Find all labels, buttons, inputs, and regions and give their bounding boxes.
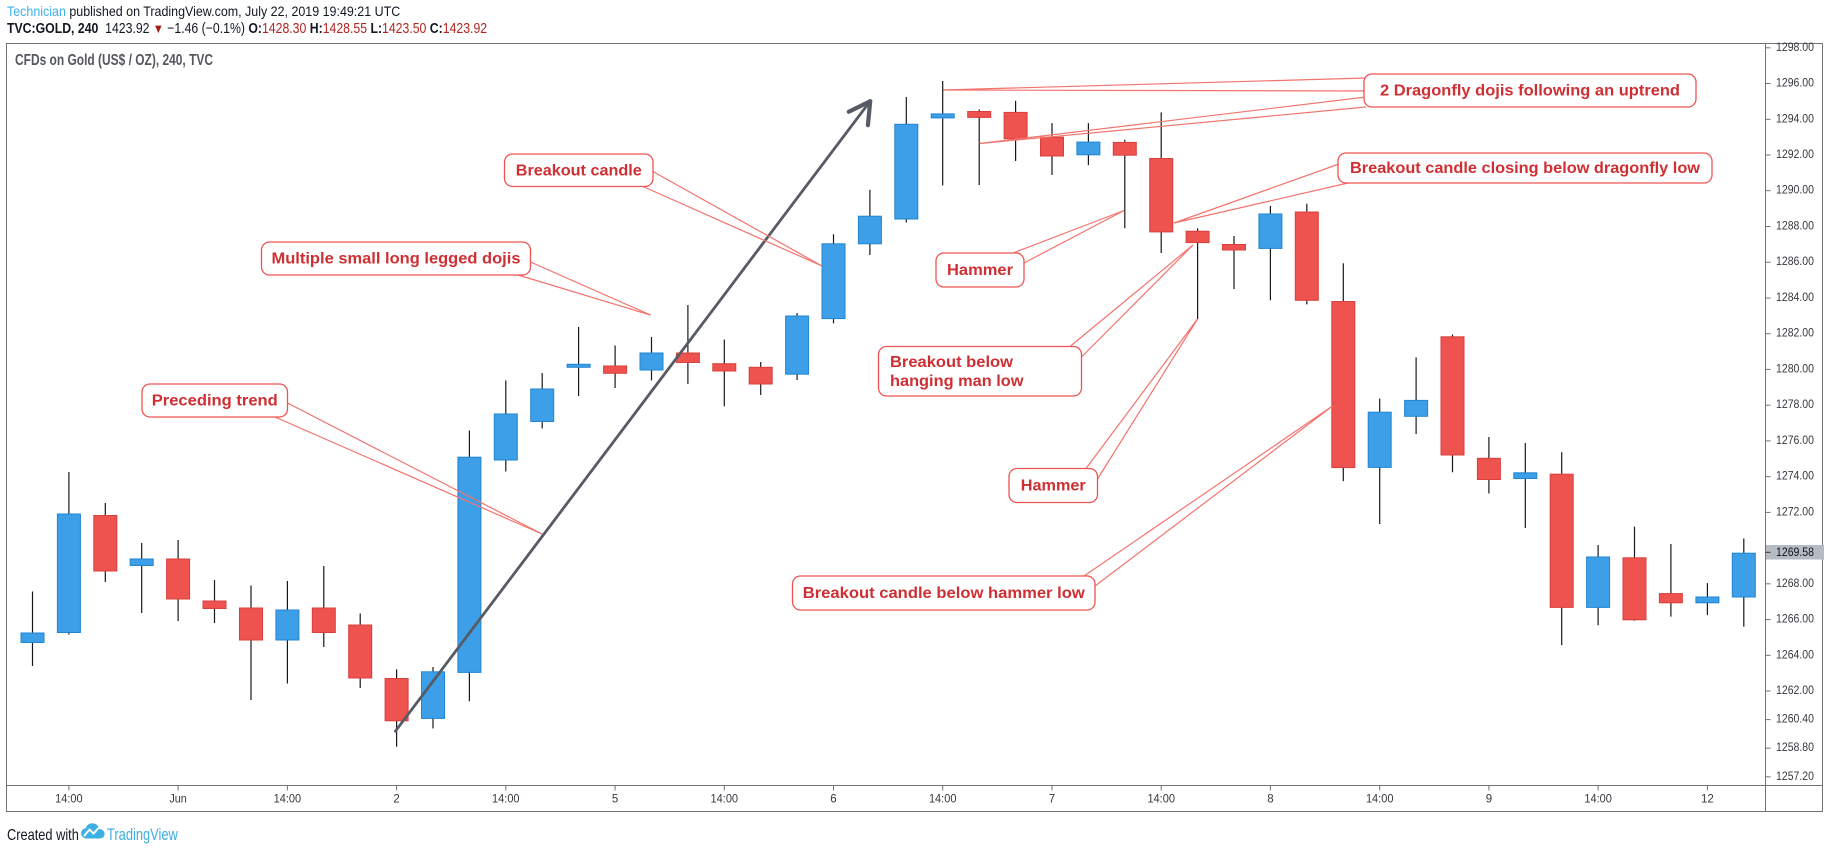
svg-text:Multiple small long legged doj: Multiple small long legged dojis	[272, 251, 521, 268]
svg-text:hanging man low: hanging man low	[890, 373, 1024, 390]
svg-text:1266.00: 1266.00	[1776, 614, 1814, 626]
svg-text:1298.00: 1298.00	[1776, 42, 1814, 54]
svg-text:Preceding trend: Preceding trend	[152, 393, 278, 410]
svg-text:7: 7	[1049, 794, 1055, 806]
svg-text:12: 12	[1701, 794, 1714, 806]
svg-text:14:00: 14:00	[492, 794, 520, 806]
svg-text:1292.00: 1292.00	[1776, 149, 1814, 161]
svg-text:1264.00: 1264.00	[1776, 649, 1814, 661]
svg-text:14:00: 14:00	[711, 794, 739, 806]
svg-text:Breakout below: Breakout below	[890, 354, 1014, 371]
svg-text:1262.00: 1262.00	[1776, 685, 1814, 697]
svg-text:14:00: 14:00	[1147, 794, 1175, 806]
svg-text:14:00: 14:00	[929, 794, 957, 806]
svg-text:Breakout candle closing below: Breakout candle closing below dragonfly …	[1350, 160, 1701, 177]
svg-text:1282.00: 1282.00	[1776, 328, 1814, 340]
svg-text:14:00: 14:00	[1366, 794, 1394, 806]
svg-text:14:00: 14:00	[274, 794, 302, 806]
svg-text:2: 2	[393, 794, 399, 806]
svg-text:1296.00: 1296.00	[1776, 78, 1814, 90]
svg-text:14:00: 14:00	[55, 794, 83, 806]
svg-text:1258.80: 1258.80	[1776, 742, 1814, 754]
svg-text:1272.00: 1272.00	[1776, 506, 1814, 518]
svg-text:1290.00: 1290.00	[1776, 185, 1814, 197]
svg-text:1284.00: 1284.00	[1776, 292, 1814, 304]
svg-text:1276.00: 1276.00	[1776, 435, 1814, 447]
svg-text:9: 9	[1486, 794, 1492, 806]
svg-text:1288.00: 1288.00	[1776, 221, 1814, 233]
svg-text:Breakout candle: Breakout candle	[516, 162, 642, 179]
svg-text:1268.00: 1268.00	[1776, 578, 1814, 590]
svg-text:6: 6	[830, 794, 836, 806]
svg-text:Breakout candle below hammer l: Breakout candle below hammer low	[803, 585, 1086, 602]
svg-text:1286.00: 1286.00	[1776, 256, 1814, 268]
svg-text:14:00: 14:00	[1584, 794, 1612, 806]
svg-text:Hammer: Hammer	[947, 262, 1013, 279]
svg-text:1274.00: 1274.00	[1776, 471, 1814, 483]
svg-text:1257.20: 1257.20	[1776, 771, 1814, 783]
svg-text:1260.40: 1260.40	[1776, 714, 1814, 726]
svg-text:Hammer: Hammer	[1021, 478, 1086, 495]
svg-text:1280.00: 1280.00	[1776, 363, 1814, 375]
svg-text:Jun: Jun	[169, 794, 187, 806]
svg-text:5: 5	[612, 794, 618, 806]
svg-text:1294.00: 1294.00	[1776, 113, 1814, 125]
svg-text:8: 8	[1267, 794, 1273, 806]
svg-text:1269.58: 1269.58	[1776, 547, 1814, 559]
svg-text:1278.00: 1278.00	[1776, 399, 1814, 411]
svg-text:2 Dragonfly dojis following an: 2 Dragonfly dojis following an uptrend	[1380, 83, 1680, 100]
svg-text:CFDs on Gold (US$ / OZ), 240,: CFDs on Gold (US$ / OZ), 240, TVC	[15, 52, 213, 69]
